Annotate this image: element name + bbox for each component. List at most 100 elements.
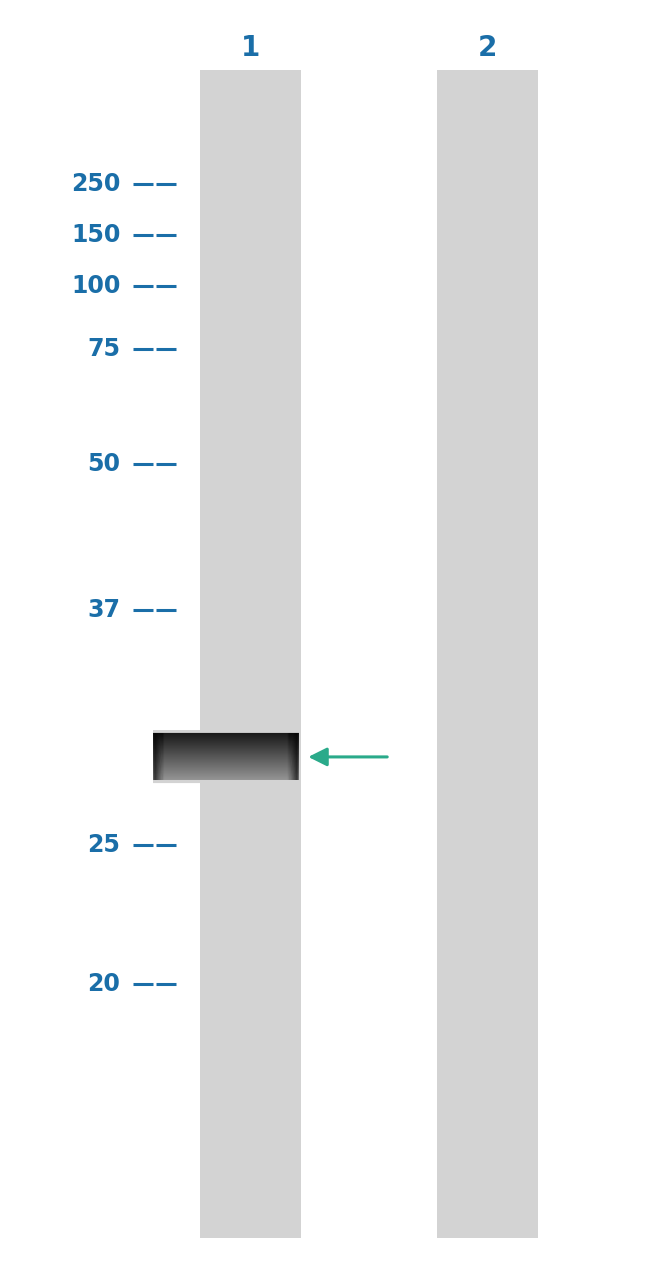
Bar <box>153 732 299 733</box>
Bar <box>153 781 299 784</box>
Bar <box>163 732 166 780</box>
Bar <box>155 732 158 780</box>
Bar <box>154 732 156 780</box>
Text: 50: 50 <box>87 452 120 475</box>
Bar <box>290 732 292 780</box>
Bar <box>155 732 157 780</box>
Text: 1: 1 <box>240 34 260 62</box>
Text: 150: 150 <box>71 224 120 246</box>
Bar <box>162 732 164 780</box>
Bar <box>290 732 292 780</box>
Bar <box>153 730 299 733</box>
Bar <box>291 732 294 780</box>
Text: 25: 25 <box>87 833 120 856</box>
Bar <box>153 729 299 732</box>
Bar <box>163 732 166 780</box>
Bar <box>163 732 165 780</box>
Bar <box>158 732 160 780</box>
Bar <box>153 780 299 782</box>
Bar <box>153 732 155 780</box>
Bar <box>161 732 164 780</box>
Bar <box>153 732 156 780</box>
Bar <box>162 732 164 780</box>
Bar <box>153 781 299 784</box>
Bar <box>153 781 299 784</box>
Bar <box>292 732 295 780</box>
Bar <box>294 732 296 780</box>
Bar <box>287 732 289 780</box>
Bar <box>289 732 292 780</box>
Bar <box>153 730 299 733</box>
Bar <box>296 732 298 780</box>
Bar <box>154 732 157 780</box>
Bar <box>153 732 155 780</box>
Bar <box>153 781 299 782</box>
Bar <box>159 732 161 780</box>
Bar <box>286 732 288 780</box>
Bar <box>162 732 164 780</box>
Bar <box>153 732 155 780</box>
Bar <box>286 732 288 780</box>
Bar <box>162 732 164 780</box>
Bar <box>154 732 157 780</box>
Bar <box>160 732 162 780</box>
Bar <box>159 732 162 780</box>
Bar <box>153 732 299 733</box>
Bar <box>154 732 156 780</box>
Bar <box>153 730 299 732</box>
Bar <box>153 781 299 782</box>
Bar <box>153 780 299 782</box>
Bar <box>287 732 289 780</box>
Bar <box>159 732 161 780</box>
Bar <box>292 732 294 780</box>
Bar <box>158 732 161 780</box>
Bar <box>153 730 299 732</box>
Bar <box>290 732 292 780</box>
Bar <box>296 732 299 780</box>
Bar <box>153 781 299 782</box>
Bar <box>153 732 155 780</box>
Bar <box>160 732 162 780</box>
Bar <box>162 732 164 780</box>
Bar <box>158 732 160 780</box>
Bar <box>153 732 299 733</box>
Bar <box>291 732 293 780</box>
Bar <box>289 732 291 780</box>
Bar <box>153 730 299 733</box>
Bar <box>292 732 294 780</box>
Bar <box>287 732 289 780</box>
Bar <box>157 732 159 780</box>
Bar <box>292 732 294 780</box>
Bar <box>295 732 297 780</box>
Bar <box>153 730 299 732</box>
Bar <box>153 730 299 733</box>
Text: 2: 2 <box>478 34 497 62</box>
Bar <box>153 781 299 784</box>
Bar <box>294 732 296 780</box>
Bar <box>291 732 293 780</box>
Bar <box>287 732 289 780</box>
Bar <box>153 780 299 782</box>
Bar <box>291 732 292 780</box>
Bar <box>295 732 298 780</box>
Bar <box>154 732 156 780</box>
Bar <box>161 732 163 780</box>
Bar <box>288 732 290 780</box>
Bar <box>293 732 295 780</box>
Bar <box>155 732 157 780</box>
Bar <box>153 781 299 784</box>
Bar <box>296 732 298 780</box>
Bar <box>164 732 166 780</box>
Bar <box>292 732 294 780</box>
Bar <box>153 780 299 782</box>
Bar <box>294 732 296 780</box>
Text: 37: 37 <box>87 598 120 621</box>
Bar <box>153 781 299 784</box>
Text: 20: 20 <box>87 973 120 996</box>
Bar <box>291 732 293 780</box>
Bar <box>285 732 287 780</box>
Bar <box>153 730 299 733</box>
Bar <box>153 780 299 782</box>
Bar <box>288 732 290 780</box>
Bar <box>295 732 297 780</box>
